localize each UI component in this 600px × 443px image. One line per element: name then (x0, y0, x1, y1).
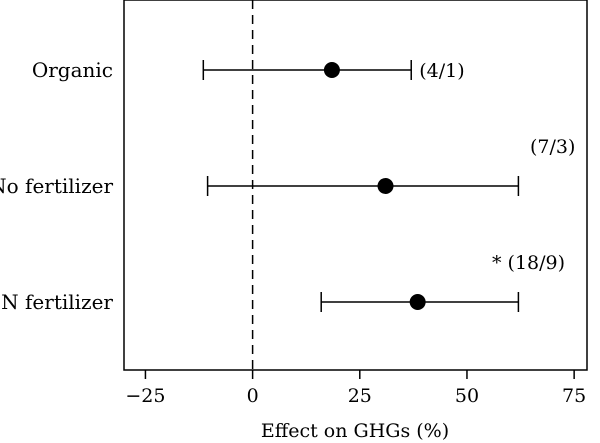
plot-frame (123, 0, 588, 371)
x-tick-label: 0 (247, 385, 259, 407)
sample-count-annotation: (4/1) (419, 60, 464, 82)
x-tick-label: 50 (455, 385, 479, 407)
forest-rows: Organic (4/1) No fertilizer (7/3) N fertiliz… (0, 58, 575, 314)
forest-row: Organic (4/1) (32, 58, 465, 82)
x-tick-label: 25 (348, 385, 372, 407)
point-estimate (377, 178, 394, 194)
forest-row: N fertilizer * (18/9) (1, 252, 565, 314)
x-tick-label: 75 (562, 385, 586, 407)
x-axis-title: Effect on GHGs (%) (261, 420, 449, 442)
category-label: No fertilizer (0, 174, 113, 198)
forest-row: No fertilizer (7/3) (0, 136, 575, 198)
x-tick-label: −25 (125, 385, 165, 407)
category-label: N fertilizer (1, 290, 113, 314)
point-estimate (323, 62, 340, 78)
sample-count-annotation: (7/3) (530, 136, 575, 158)
category-label: Organic (32, 58, 113, 82)
sample-count-annotation: * (18/9) (492, 252, 565, 274)
x-axis: −25 0 25 50 75 (125, 370, 586, 407)
point-estimate (409, 294, 426, 310)
